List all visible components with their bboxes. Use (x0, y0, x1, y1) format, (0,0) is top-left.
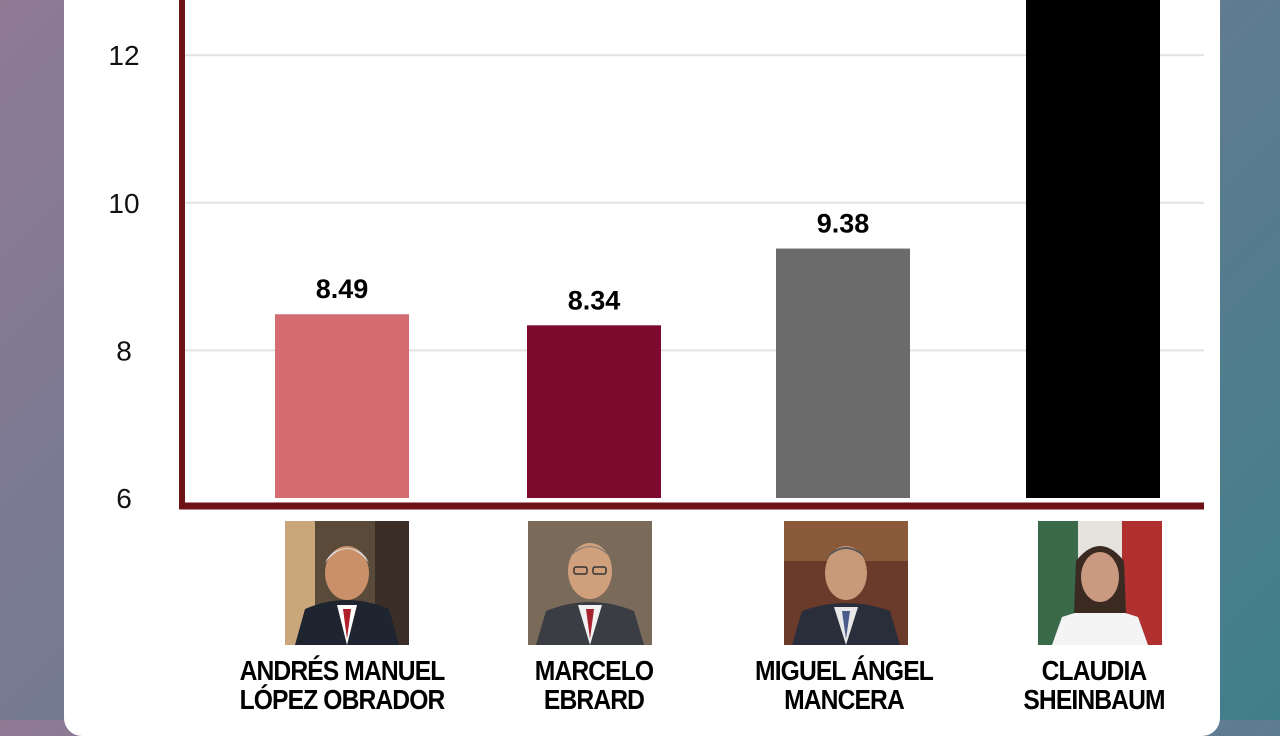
photo-mancera (784, 521, 908, 645)
y-tick-label: 10 (108, 188, 139, 219)
bar (776, 248, 910, 498)
candidate-name-line2: LÓPEZ OBRADOR (239, 684, 446, 715)
y-tick-label: 8 (116, 335, 132, 366)
candidate-name-lopez-obrador: ANDRÉS MANUEL LÓPEZ OBRADOR (236, 656, 447, 714)
y-tick-label: 6 (116, 483, 132, 514)
candidate-name-line2: EBRARD (543, 684, 645, 715)
candidate-name-line1: CLAUDIA (1041, 655, 1148, 686)
bar (527, 325, 661, 498)
photo-lopez-obrador (285, 521, 409, 645)
candidate-name-line2: MANCERA (784, 684, 905, 715)
candidate-name-line1: MIGUEL ÁNGEL (755, 655, 934, 686)
bar (275, 314, 409, 498)
candidate-name-sheinbaum: CLAUDIA SHEINBAUM (988, 656, 1199, 714)
candidate-name-ebrard: MARCELO EBRARD (488, 656, 699, 714)
candidate-name-line2: SHEINBAUM (1023, 684, 1165, 715)
bar-value-label: 8.49 (316, 274, 369, 304)
bar-value-label: 9.38 (817, 209, 870, 239)
candidate-name-line1: ANDRÉS MANUEL (239, 655, 446, 686)
bar-chart: 6 8 10 12 8.49 8.34 9.38 (108, 0, 1204, 514)
photo-ebrard (528, 521, 652, 645)
photo-sheinbaum (1038, 521, 1162, 645)
y-tick-label: 12 (108, 40, 139, 71)
bar-value-label: 8.34 (568, 285, 621, 315)
candidate-name-mancera: MIGUEL ÁNGEL MANCERA (738, 656, 949, 714)
bar (1026, 0, 1160, 498)
candidate-name-line1: MARCELO (534, 655, 654, 686)
